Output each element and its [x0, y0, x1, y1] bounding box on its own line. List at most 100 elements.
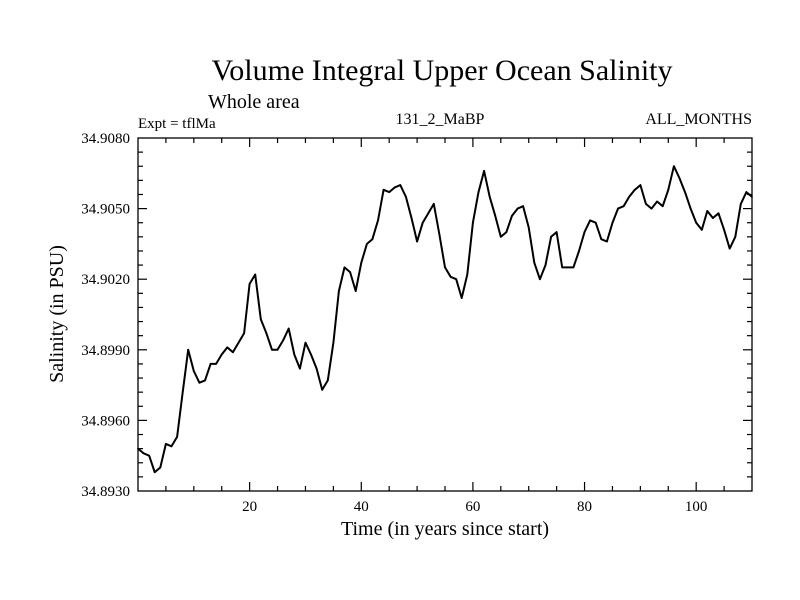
chart-subtitle: Whole area: [208, 91, 300, 113]
data-point: [740, 203, 742, 205]
data-point: [433, 203, 435, 205]
data-point: [265, 332, 268, 335]
data-point: [516, 207, 519, 210]
data-point: [684, 191, 686, 193]
run-label: 131_2_MaBP: [396, 111, 485, 128]
y-tick-label: 34.9020: [81, 272, 130, 288]
data-point: [483, 170, 485, 172]
data-point: [689, 207, 692, 210]
data-point: [366, 243, 368, 245]
data-point: [148, 454, 150, 457]
data-point: [477, 191, 480, 193]
data-point: [449, 276, 452, 278]
data-point: [639, 184, 642, 186]
data-point: [181, 391, 184, 394]
data-point: [321, 389, 324, 391]
data-point: [544, 264, 547, 266]
data-point: [594, 221, 597, 224]
data-point: [600, 238, 603, 240]
data-point: [723, 229, 725, 231]
data-point: [287, 327, 290, 330]
data-point: [488, 196, 491, 198]
data-point: [248, 283, 251, 285]
x-tick-label: 60: [465, 499, 480, 515]
data-point: [438, 233, 441, 236]
data-point: [673, 165, 675, 167]
data-point: [315, 367, 318, 370]
salinity-series-line: [137, 165, 753, 474]
data-point: [701, 229, 703, 231]
data-point: [460, 297, 463, 299]
data-point: [176, 436, 178, 438]
data-point: [650, 207, 653, 210]
data-point: [734, 236, 737, 238]
x-axis: 20 40 60 80 100: [165, 138, 725, 515]
data-point: [338, 290, 340, 292]
data-point: [137, 447, 139, 450]
data-point: [522, 205, 524, 207]
data-point: [232, 351, 234, 354]
data-point: [204, 379, 206, 382]
data-point: [193, 370, 195, 372]
data-point: [416, 240, 418, 243]
data-point: [611, 221, 614, 224]
data-point: [494, 214, 497, 217]
y-tick-label: 34.8930: [81, 484, 130, 500]
data-point: [527, 226, 530, 229]
data-point: [310, 353, 312, 356]
data-point: [472, 221, 474, 224]
data-point: [405, 196, 407, 198]
x-tick-label: 40: [354, 499, 369, 515]
data-point: [606, 240, 608, 243]
data-point: [550, 236, 552, 238]
data-point: [667, 189, 670, 191]
data-point: [399, 184, 402, 186]
data-point: [511, 214, 513, 217]
data-point: [745, 191, 748, 193]
data-point: [645, 203, 647, 205]
data-point: [410, 217, 413, 219]
y-tick-label: 34.9080: [81, 131, 130, 147]
data-point: [237, 341, 240, 344]
data-point: [706, 210, 709, 212]
y-tick-label: 34.8990: [81, 343, 130, 359]
data-point: [466, 273, 469, 276]
data-point: [282, 339, 284, 342]
data-point: [304, 341, 307, 344]
data-point: [500, 236, 502, 238]
data-point: [354, 290, 357, 292]
data-point: [583, 231, 586, 233]
x-axis-label: Time (in years since start): [341, 518, 549, 540]
data-point: [717, 212, 720, 215]
data-point: [142, 452, 145, 455]
data-point: [634, 189, 636, 191]
data-point: [215, 363, 217, 365]
data-point: [388, 191, 391, 193]
data-point: [421, 221, 424, 224]
y-tick-label: 34.8960: [81, 413, 130, 429]
data-point: [628, 196, 630, 198]
data-point: [332, 341, 335, 344]
data-point: [377, 219, 379, 222]
data-point: [343, 266, 346, 269]
data-point: [751, 196, 753, 198]
data-point: [382, 189, 385, 191]
data-point: [187, 349, 189, 351]
months-label: ALL_MONTHS: [645, 111, 752, 128]
salinity-data-points: [137, 165, 753, 474]
plot-frame: [137, 137, 753, 492]
data-point: [678, 177, 681, 179]
data-point: [170, 445, 173, 448]
y-tick-label: 34.9050: [81, 202, 130, 218]
data-point: [299, 367, 301, 370]
y-axis-label: Salinity (in PSU): [46, 245, 68, 383]
data-point: [198, 381, 201, 384]
data-point: [394, 186, 396, 189]
data-point: [209, 363, 212, 365]
data-point: [539, 278, 541, 281]
data-point: [254, 273, 256, 276]
data-point: [260, 318, 262, 321]
data-point: [349, 271, 351, 273]
data-point: [271, 349, 273, 351]
